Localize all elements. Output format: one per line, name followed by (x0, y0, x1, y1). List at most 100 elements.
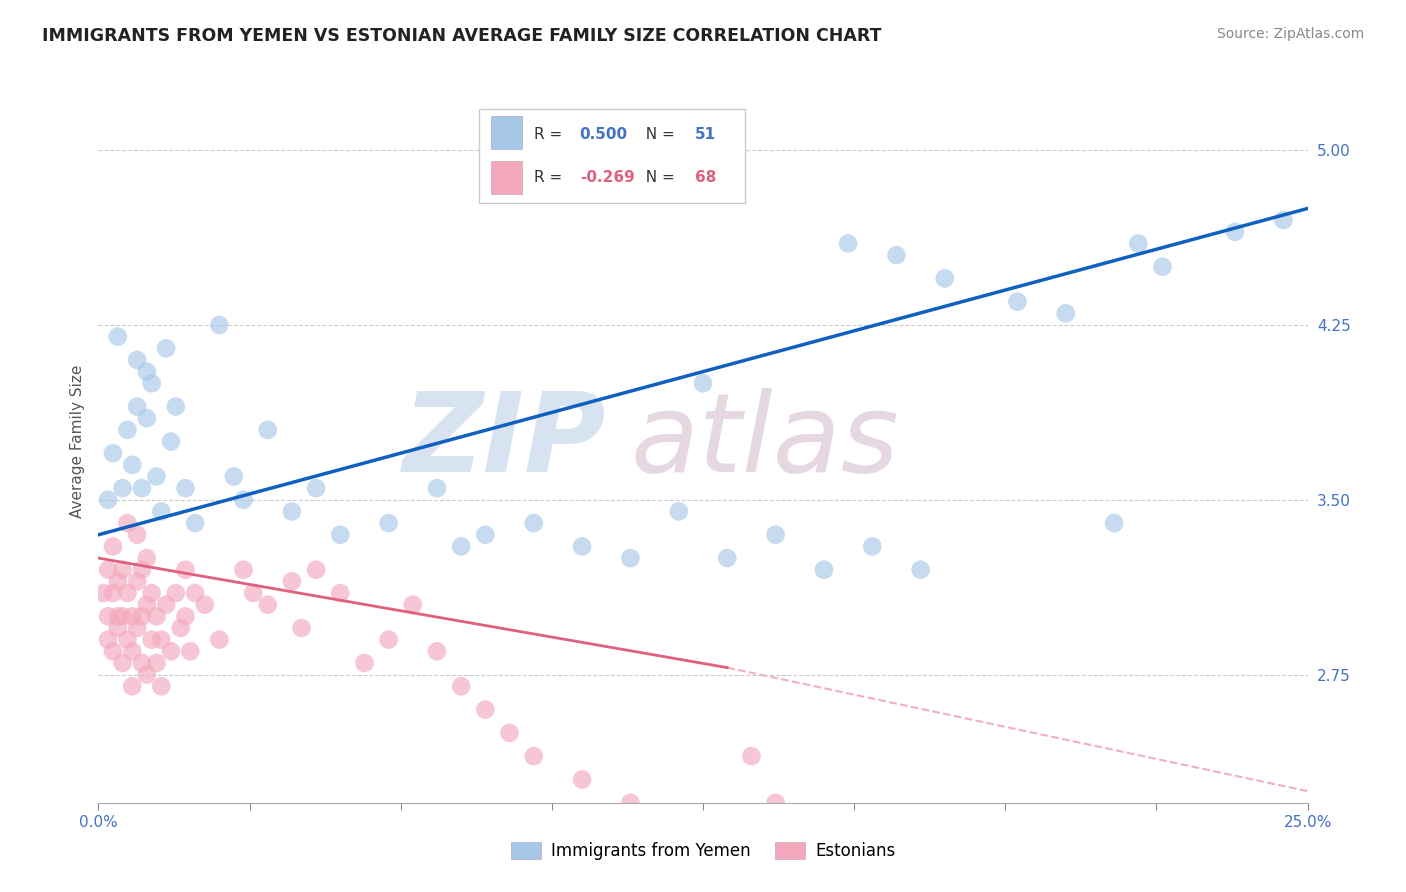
Point (169, 621, 191, 635)
Point (426, 481, 449, 495)
Point (934, 271, 956, 285)
Text: 0.500: 0.500 (579, 127, 628, 142)
Point (353, 656, 375, 670)
Point (813, 563, 835, 577)
Point (1128, 236, 1150, 251)
Text: N =: N = (637, 170, 681, 186)
Point (117, 632, 139, 647)
Point (131, 481, 153, 495)
Point (117, 586, 139, 600)
Point (668, 504, 690, 518)
Point (101, 446, 124, 460)
Point (127, 400, 149, 414)
Point (165, 586, 187, 600)
Point (150, 504, 173, 518)
Point (837, 236, 859, 251)
Point (426, 644, 449, 658)
Point (1152, 260, 1174, 274)
Point (141, 632, 163, 647)
Point (131, 656, 153, 670)
Point (1102, 516, 1125, 530)
Legend: Immigrants from Yemen, Estonians: Immigrants from Yemen, Estonians (503, 835, 903, 867)
Text: R =: R = (534, 170, 567, 186)
Text: ZIP: ZIP (402, 388, 606, 495)
Point (111, 481, 134, 495)
Point (135, 411, 157, 425)
Point (281, 574, 304, 589)
Point (121, 458, 143, 472)
Point (184, 586, 207, 600)
Point (716, 842, 738, 856)
Point (97, 492, 120, 507)
Point (910, 563, 932, 577)
Point (222, 469, 245, 483)
Point (498, 726, 520, 740)
Point (111, 563, 134, 577)
Point (692, 376, 714, 391)
Point (165, 400, 187, 414)
Point (107, 621, 129, 635)
Point (121, 609, 143, 624)
Point (474, 528, 496, 542)
Point (305, 563, 328, 577)
Point (107, 609, 129, 624)
Point (184, 516, 207, 530)
Point (1054, 306, 1077, 320)
Point (107, 574, 129, 589)
Text: Source: ZipAtlas.com: Source: ZipAtlas.com (1216, 27, 1364, 41)
Point (450, 540, 472, 554)
Point (765, 796, 787, 810)
Point (127, 528, 149, 542)
Point (474, 702, 496, 716)
Point (305, 481, 328, 495)
Point (97, 609, 120, 624)
Text: IMMIGRANTS FROM YEMEN VS ESTONIAN AVERAGE FAMILY SIZE CORRELATION CHART: IMMIGRANTS FROM YEMEN VS ESTONIAN AVERAG… (42, 27, 882, 45)
Point (174, 481, 197, 495)
Point (740, 749, 762, 764)
Point (135, 551, 157, 566)
Point (111, 656, 134, 670)
Point (117, 423, 139, 437)
Point (886, 248, 908, 262)
Point (256, 598, 278, 612)
FancyBboxPatch shape (479, 109, 745, 203)
Point (377, 516, 399, 530)
Point (111, 609, 134, 624)
Point (619, 796, 641, 810)
Point (450, 679, 472, 693)
Point (329, 586, 352, 600)
Point (135, 667, 157, 681)
Point (150, 679, 173, 693)
Point (194, 598, 217, 612)
Point (208, 318, 231, 332)
Point (668, 819, 690, 833)
Point (131, 563, 153, 577)
Point (716, 551, 738, 566)
Text: 68: 68 (695, 170, 716, 186)
Point (135, 598, 157, 612)
Point (141, 376, 163, 391)
Point (145, 656, 167, 670)
Point (1223, 225, 1246, 239)
Point (174, 609, 197, 624)
Point (571, 772, 593, 787)
FancyBboxPatch shape (492, 116, 522, 149)
Point (1272, 213, 1295, 227)
Point (101, 644, 124, 658)
Text: N =: N = (637, 127, 681, 142)
Point (523, 749, 546, 764)
Point (145, 469, 167, 483)
Point (765, 528, 787, 542)
Point (155, 341, 177, 355)
Point (813, 819, 835, 833)
Point (131, 609, 153, 624)
Point (101, 540, 124, 554)
Point (571, 540, 593, 554)
Point (97, 563, 120, 577)
Y-axis label: Average Family Size: Average Family Size (69, 365, 84, 518)
Point (619, 551, 641, 566)
Point (160, 434, 183, 449)
Point (179, 644, 201, 658)
Text: R =: R = (534, 127, 567, 142)
Point (232, 563, 254, 577)
